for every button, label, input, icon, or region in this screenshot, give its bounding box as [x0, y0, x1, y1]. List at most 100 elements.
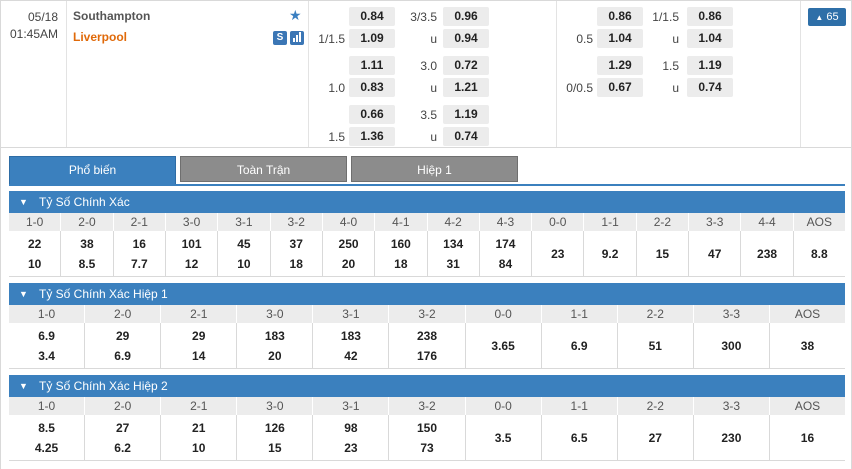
score-odds-cell[interactable]: 101 12 — [166, 231, 219, 276]
over-under-odds[interactable]: 1.04 — [687, 29, 733, 48]
handicap-odds[interactable]: 1.29 — [597, 56, 643, 75]
home-score-odds[interactable]: 21 — [192, 420, 206, 435]
score-odds-cell[interactable]: 16 7.7 — [114, 231, 166, 276]
score-odds-cell[interactable]: 27 6.2 — [85, 415, 162, 460]
home-score-odds[interactable]: 38 — [800, 338, 815, 353]
score-odds-cell[interactable]: 47 — [689, 231, 742, 276]
away-team[interactable]: Liverpool — [73, 30, 128, 44]
home-score-odds[interactable]: 134 — [443, 236, 464, 251]
handicap-odds[interactable]: 0.67 — [597, 78, 643, 97]
section-header[interactable]: ▼ Tỷ Số Chính Xác — [9, 191, 845, 213]
score-odds-cell[interactable]: 8.8 — [794, 231, 845, 276]
away-score-odds[interactable]: 20 — [268, 348, 282, 363]
over-under-odds[interactable]: 1.21 — [443, 78, 489, 97]
home-score-odds[interactable]: 150 — [417, 420, 438, 435]
home-score-odds[interactable]: 183 — [264, 328, 285, 343]
home-score-odds[interactable]: 22 — [27, 236, 42, 251]
tab-popular[interactable]: Phổ biến — [9, 156, 176, 186]
chart-icon[interactable] — [290, 31, 304, 45]
over-under-odds[interactable]: 0.72 — [443, 56, 489, 75]
score-odds-cell[interactable]: 29 14 — [161, 323, 238, 368]
away-score-odds[interactable]: 7.7 — [130, 256, 148, 271]
home-score-odds[interactable]: 250 — [338, 236, 359, 251]
home-score-odds[interactable]: 27 — [115, 420, 130, 435]
over-under-odds[interactable]: 0.74 — [443, 127, 489, 146]
score-odds-cell[interactable]: 300 — [694, 323, 770, 368]
away-score-odds[interactable]: 73 — [420, 440, 434, 455]
away-score-odds[interactable]: 176 — [417, 348, 438, 363]
score-odds-cell[interactable]: 27 — [618, 415, 694, 460]
home-score-odds[interactable]: 300 — [721, 338, 742, 353]
over-under-odds[interactable]: 0.96 — [443, 7, 489, 26]
over-under-odds[interactable]: 1.19 — [443, 105, 489, 124]
over-under-odds[interactable]: 0.86 — [687, 7, 733, 26]
away-score-odds[interactable]: 10 — [27, 256, 42, 271]
home-score-odds[interactable]: 9.2 — [601, 246, 619, 261]
score-odds-cell[interactable]: 21 10 — [161, 415, 238, 460]
away-score-odds[interactable]: 6.9 — [114, 348, 131, 363]
home-score-odds[interactable]: 16 — [132, 236, 146, 251]
score-odds-cell[interactable]: 150 73 — [389, 415, 466, 460]
handicap-odds[interactable]: 0.83 — [349, 78, 395, 97]
handicap-odds[interactable]: 1.04 — [597, 29, 643, 48]
home-score-odds[interactable]: 6.9 — [570, 338, 588, 353]
home-score-odds[interactable]: 29 — [192, 328, 206, 343]
handicap-odds[interactable]: 0.84 — [349, 7, 395, 26]
score-odds-cell[interactable]: 183 20 — [237, 323, 314, 368]
home-score-odds[interactable]: 126 — [264, 420, 285, 435]
home-score-odds[interactable]: 174 — [495, 236, 516, 251]
score-odds-cell[interactable]: 134 31 — [428, 231, 480, 276]
away-score-odds[interactable]: 12 — [184, 256, 199, 271]
home-score-odds[interactable]: 183 — [340, 328, 361, 343]
home-score-odds[interactable]: 37 — [289, 236, 303, 251]
score-odds-cell[interactable]: 98 23 — [313, 415, 390, 460]
score-odds-cell[interactable]: 51 — [618, 323, 694, 368]
score-odds-cell[interactable]: 230 — [694, 415, 770, 460]
home-score-odds[interactable]: 23 — [551, 246, 565, 261]
away-score-odds[interactable]: 15 — [268, 440, 282, 455]
home-score-odds[interactable]: 15 — [655, 246, 670, 261]
handicap-odds[interactable]: 1.09 — [349, 29, 395, 48]
away-score-odds[interactable]: 20 — [341, 256, 356, 271]
home-score-odds[interactable]: 238 — [417, 328, 438, 343]
away-score-odds[interactable]: 84 — [498, 256, 513, 271]
home-score-odds[interactable]: 29 — [115, 328, 130, 343]
home-score-odds[interactable]: 230 — [721, 430, 742, 445]
away-score-odds[interactable]: 18 — [394, 256, 408, 271]
section-header[interactable]: ▼ Tỷ Số Chính Xác Hiệp 2 — [9, 375, 845, 397]
score-odds-cell[interactable]: 9.2 — [584, 231, 637, 276]
handicap-odds[interactable]: 1.11 — [349, 56, 395, 75]
home-score-odds[interactable]: 27 — [648, 430, 662, 445]
home-score-odds[interactable]: 47 — [708, 246, 722, 261]
score-odds-cell[interactable]: 160 18 — [375, 231, 428, 276]
home-score-odds[interactable]: 6.5 — [570, 430, 588, 445]
section-header[interactable]: ▼ Tỷ Số Chính Xác Hiệp 1 — [9, 283, 845, 305]
over-under-odds[interactable]: 0.94 — [443, 29, 489, 48]
home-score-odds[interactable]: 8.5 — [38, 420, 55, 435]
score-odds-cell[interactable]: 38 — [770, 323, 845, 368]
score-odds-cell[interactable]: 15 — [637, 231, 690, 276]
live-stream-icon[interactable]: S — [273, 31, 287, 45]
away-score-odds[interactable]: 8.5 — [78, 256, 96, 271]
away-score-odds[interactable]: 14 — [192, 348, 206, 363]
score-odds-cell[interactable]: 183 42 — [313, 323, 390, 368]
away-score-odds[interactable]: 42 — [344, 348, 358, 363]
more-markets-button[interactable]: ▲ 65 — [808, 8, 846, 26]
over-under-odds[interactable]: 1.19 — [687, 56, 733, 75]
score-odds-cell[interactable]: 6.5 — [542, 415, 618, 460]
score-odds-cell[interactable]: 22 10 — [9, 231, 62, 276]
score-odds-cell[interactable]: 174 84 — [480, 231, 533, 276]
score-odds-cell[interactable]: 126 15 — [237, 415, 314, 460]
score-odds-cell[interactable]: 38 8.5 — [61, 231, 114, 276]
home-score-odds[interactable]: 16 — [800, 430, 815, 445]
score-odds-cell[interactable]: 45 10 — [218, 231, 271, 276]
away-score-odds[interactable]: 31 — [446, 256, 460, 271]
home-score-odds[interactable]: 38 — [80, 236, 94, 251]
away-score-odds[interactable]: 3.4 — [38, 348, 55, 363]
away-score-odds[interactable]: 6.2 — [114, 440, 131, 455]
home-score-odds[interactable]: 6.9 — [38, 328, 55, 343]
home-score-odds[interactable]: 51 — [648, 338, 662, 353]
score-odds-cell[interactable]: 238 — [741, 231, 794, 276]
tab-fulltime[interactable]: Toàn Trận — [180, 156, 347, 182]
handicap-odds[interactable]: 0.86 — [597, 7, 643, 26]
